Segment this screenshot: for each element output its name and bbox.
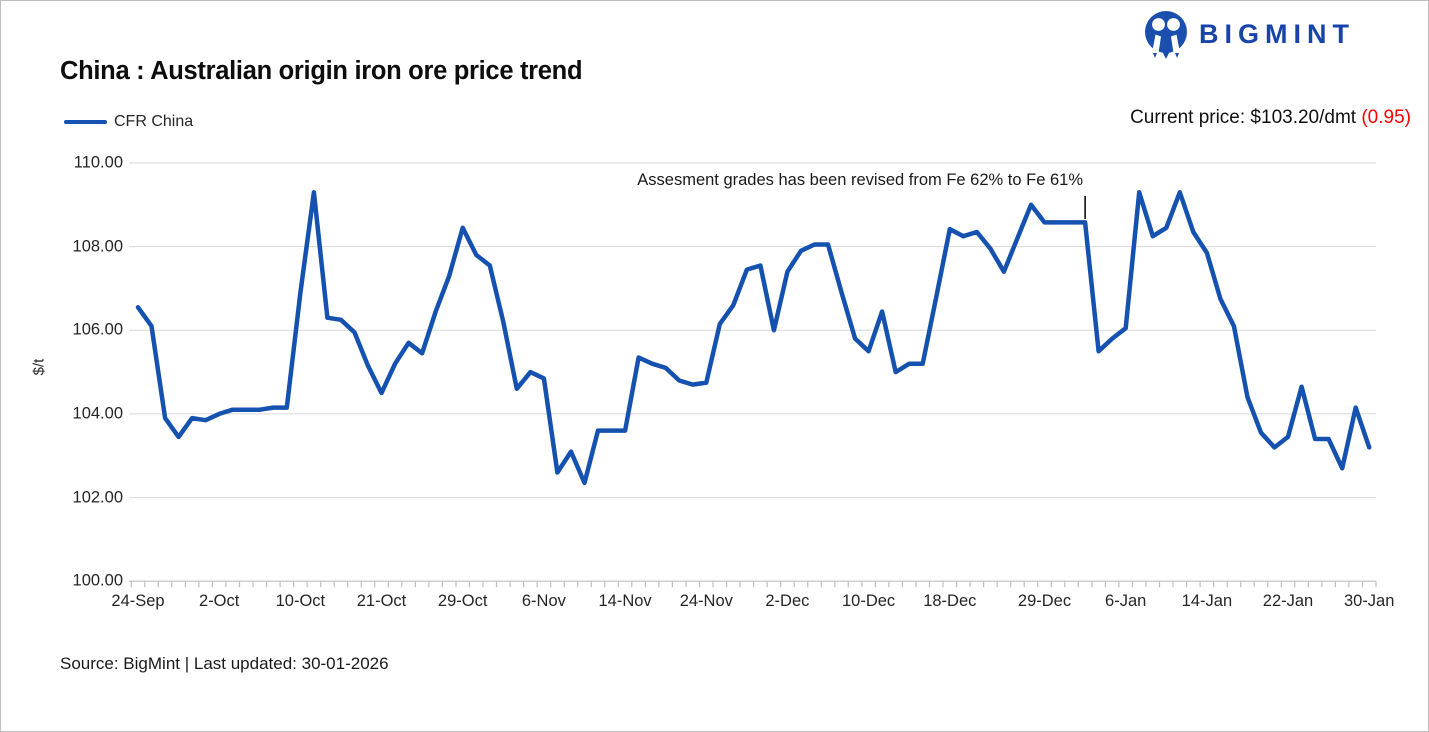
x-axis-tick-label: 14-Nov [598, 592, 652, 610]
y-axis-unit-label: $/t [30, 358, 48, 376]
chart-annotation: Assesment grades has been revised from F… [637, 171, 1083, 189]
x-axis-tick-label: 18-Dec [923, 592, 977, 610]
x-axis-tick-label: 10-Oct [275, 592, 326, 610]
legend: CFR China [64, 113, 193, 131]
x-axis-tick-label: 14-Jan [1181, 592, 1233, 610]
current-price-change: (0.95) [1361, 107, 1411, 128]
x-axis-tick-label: 6-Nov [521, 592, 566, 610]
legend-series-label: CFR China [114, 113, 194, 130]
y-axis-tick-label: 106.00 [72, 320, 123, 339]
bigmint-logo: BIGMINT [1141, 9, 1355, 59]
x-axis-tick-label: 2-Dec [765, 592, 810, 610]
x-axis-tick-label: 29-Dec [1017, 592, 1072, 610]
cfr-china-price-line [135, 190, 1372, 486]
y-axis-tick-label: 108.00 [72, 237, 123, 256]
page-title: China : Australian origin iron ore price… [60, 57, 583, 85]
x-axis-tick-label: 10-Dec [841, 592, 896, 610]
x-axis-tick-label: 6-Jan [1105, 592, 1147, 610]
current-price-label: Current price: $103.20/dmt [1130, 107, 1357, 128]
x-axis-tick-label: 2-Oct [199, 592, 240, 610]
logo-wordmark: BIGMINT [1199, 18, 1355, 49]
x-axis-tick-label: 29-Oct [437, 592, 488, 610]
source-line: Source: BigMint | Last updated: 30-01-20… [60, 654, 389, 673]
bigmint-logo-icon [1145, 11, 1187, 59]
legend-line-swatch [64, 119, 107, 125]
x-axis-tick-label: 22-Jan [1262, 592, 1314, 610]
x-axis-tick-label: 21-Oct [356, 592, 407, 610]
y-axis-tick-label: 110.00 [73, 153, 123, 172]
x-axis-tick-label: 30-Jan [1343, 592, 1395, 610]
x-axis-tick-label: 24-Sep [111, 592, 165, 610]
y-axis-tick-label: 102.00 [72, 488, 123, 507]
current-price: Current price: $103.20/dmt (0.95) [1130, 107, 1411, 129]
y-axis-tick-label: 104.00 [72, 404, 123, 423]
plot-area[interactable] [129, 163, 1376, 581]
y-axis-tick-label: 100.00 [72, 571, 123, 590]
x-axis-tick-label: 24-Nov [679, 592, 733, 610]
